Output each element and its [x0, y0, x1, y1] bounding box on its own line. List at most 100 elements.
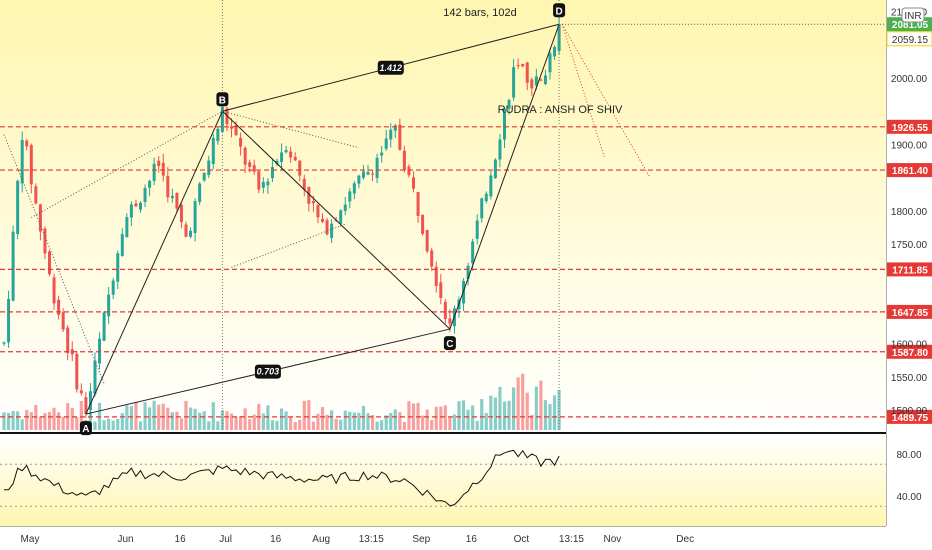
candle-body	[184, 224, 188, 237]
volume-bar	[239, 415, 243, 430]
volume-bar	[461, 400, 466, 430]
volume-bar	[79, 400, 83, 430]
volume-bar	[125, 405, 129, 430]
candle-body	[107, 294, 111, 317]
candle-body	[311, 201, 315, 204]
candle-body	[66, 327, 70, 353]
volume-bar	[375, 421, 379, 430]
level-label: 1647.85	[892, 308, 929, 319]
volume-bar	[289, 417, 293, 430]
candle-body	[38, 204, 42, 232]
candle-body	[52, 277, 56, 304]
volume-bar	[393, 409, 397, 430]
ratio-badge	[254, 364, 281, 379]
candle-body	[93, 360, 97, 395]
volume-bar	[457, 401, 461, 430]
volume-bar	[480, 399, 484, 430]
volume-bar	[102, 420, 106, 430]
candle-body	[134, 203, 138, 207]
volume-bar	[211, 402, 215, 430]
rsi-tick-label: 80.00	[896, 450, 921, 461]
volume-bar	[448, 416, 452, 430]
volume-bar	[320, 407, 325, 430]
channel-line	[231, 223, 346, 268]
level-tag	[887, 409, 932, 424]
candle-body	[512, 67, 516, 98]
candle-body	[434, 266, 438, 286]
candle-body	[193, 201, 197, 234]
volume-bar	[2, 412, 6, 430]
volume-bar	[325, 414, 329, 430]
volume-bar	[148, 407, 152, 430]
volume-bar	[6, 412, 11, 430]
level-tag	[887, 344, 932, 359]
candle-body	[116, 253, 120, 282]
volume-bar	[534, 386, 538, 430]
level-tag	[887, 304, 932, 319]
candle-body	[11, 231, 15, 301]
candle-body	[330, 223, 334, 239]
volume-bar	[539, 380, 543, 430]
point-label-d: D	[555, 6, 562, 17]
volume-bar	[175, 411, 179, 430]
volume-bar	[107, 418, 111, 430]
candle-body	[75, 353, 79, 390]
candle-body	[129, 204, 133, 218]
price-pane[interactable]	[0, 0, 886, 432]
volume-bar	[188, 407, 193, 430]
ratio-label: 1.412	[379, 63, 402, 73]
volume-bar	[343, 410, 347, 430]
level-label: 1711.85	[892, 265, 928, 276]
volume-bar	[243, 408, 247, 430]
currency-badge[interactable]: INR	[901, 7, 925, 23]
volume-bar	[11, 411, 15, 430]
candle-body	[530, 79, 534, 89]
volume-bar	[525, 392, 529, 430]
volume-bar	[521, 373, 525, 430]
price-tick-label: 1500.00	[891, 406, 928, 417]
candle-body	[475, 220, 479, 239]
volume-bar	[261, 413, 265, 430]
volume-bar	[466, 409, 470, 430]
candle-body	[266, 181, 270, 186]
channel-line	[31, 110, 223, 218]
candle-body	[507, 99, 511, 109]
time-axis-panel[interactable]	[0, 526, 932, 550]
candle-body	[384, 138, 388, 149]
target-price-tag	[886, 31, 932, 47]
rsi-tick-label: 40.00	[896, 492, 921, 503]
candle-body	[448, 318, 452, 324]
candle-body	[412, 177, 415, 189]
candle-body	[239, 138, 243, 147]
price-tick-label: 1600.00	[891, 340, 928, 351]
candle-body	[298, 160, 302, 176]
candle-body	[2, 342, 6, 344]
candle-body	[307, 186, 311, 204]
time-tick-label: Dec	[676, 534, 694, 545]
volume-bar	[61, 416, 65, 430]
volume-bar	[111, 420, 115, 430]
point-badge-d	[553, 3, 566, 18]
volume-bar	[70, 407, 74, 430]
candle-body	[466, 265, 470, 279]
volume-bar	[489, 395, 493, 430]
candle-body	[252, 165, 256, 172]
volume-bar	[557, 390, 561, 430]
candle-body	[321, 218, 324, 222]
rsi-pane[interactable]	[0, 434, 886, 526]
candle-body	[480, 198, 484, 219]
time-tick-label: Jul	[219, 534, 232, 545]
candle-body	[143, 187, 147, 203]
volume-bar	[75, 417, 79, 430]
time-tick-label: Nov	[604, 534, 622, 545]
candle-body	[61, 312, 65, 330]
volume-bar	[384, 415, 388, 430]
horizontal-levels: 1926.55 1861.40 1711.85 1647.85 1587.80 1489.…	[0, 17, 932, 424]
candle-body	[293, 156, 297, 161]
volume-bar	[234, 417, 238, 430]
volume-bar	[57, 412, 61, 430]
candle-body	[553, 46, 557, 57]
volume-bar	[152, 400, 156, 430]
candle-body	[289, 151, 293, 158]
